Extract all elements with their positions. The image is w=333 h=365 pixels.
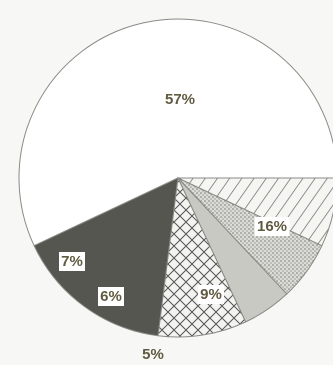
slice-label-box [254, 217, 290, 236]
slice-label-box [198, 285, 224, 304]
pie-slice-7 [177, 177, 333, 247]
slice-label-box [59, 252, 85, 271]
pie-slice-16 [33, 177, 179, 337]
slice-label-7: 7% [61, 253, 83, 270]
slice-label-box [98, 287, 124, 306]
slice-label-6: 6% [100, 288, 122, 305]
slice-label-5: 5% [142, 346, 164, 363]
slice-label-57: 57% [165, 91, 195, 108]
pie-slice-57 [18, 18, 333, 247]
slice-label-16: 16% [257, 218, 287, 235]
slice-label-9: 9% [200, 286, 222, 303]
